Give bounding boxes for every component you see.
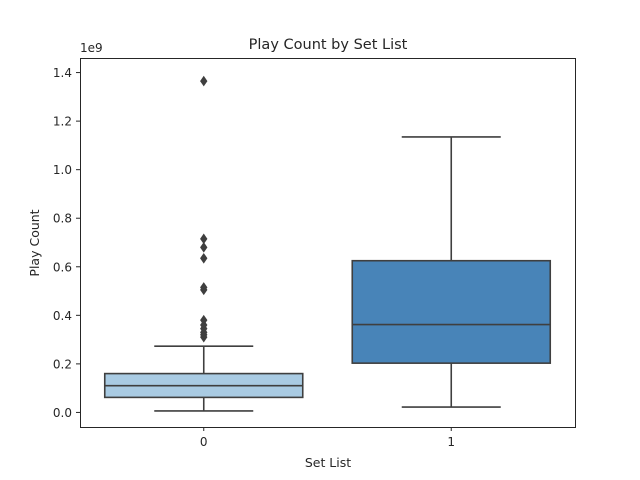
y-tick-label: 0.8 — [53, 212, 72, 226]
y-tick-label: 0.2 — [53, 357, 72, 371]
outlier-point — [200, 75, 208, 87]
box-group-1 — [351, 136, 552, 408]
outlier-point — [200, 233, 208, 245]
outlier-point — [200, 282, 208, 293]
y-tick-label: 0.6 — [53, 260, 72, 274]
plot-frame — [80, 58, 576, 428]
outlier-point — [200, 314, 208, 326]
y-tick-label: 1.4 — [53, 66, 72, 80]
y-tick-label: 0.4 — [53, 309, 72, 323]
outlier-point — [200, 252, 208, 264]
x-tick-label: 0 — [200, 435, 208, 449]
chart-title: Play Count by Set List — [249, 37, 408, 53]
x-tick-label: 1 — [447, 435, 455, 449]
y-tick-label: 0.0 — [53, 406, 72, 420]
outlier-point — [200, 242, 208, 253]
plot-area — [103, 75, 552, 412]
y-tick-label: 1.2 — [53, 115, 72, 129]
y-axis-label: Play Count — [27, 209, 42, 276]
box-group-0 — [103, 75, 304, 412]
y-tick-label: 1.0 — [53, 163, 72, 177]
y-offset-label: 1e9 — [80, 41, 103, 55]
box-iqr — [351, 259, 552, 364]
x-axis-label: Set List — [305, 455, 351, 470]
